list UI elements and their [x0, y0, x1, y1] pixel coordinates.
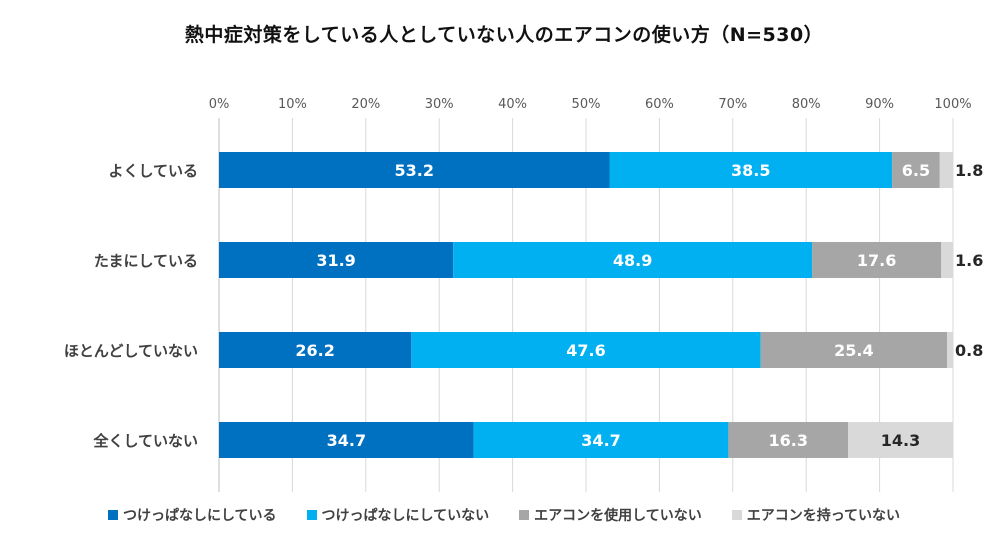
legend-item: エアコンを使用していない	[519, 505, 702, 525]
x-tick-label: 60%	[645, 97, 674, 112]
data-label: 48.9	[613, 251, 652, 270]
data-label: 26.2	[295, 341, 334, 360]
x-tick-label: 80%	[792, 97, 821, 112]
category-label: よくしている	[108, 162, 198, 180]
x-tick-label: 20%	[351, 97, 380, 112]
x-tick-label: 100%	[934, 97, 971, 112]
legend: つけっぱなしにしている つけっぱなしにしていない エアコンを使用していない エアコンを…	[0, 505, 1008, 525]
bar-segment	[219, 152, 610, 188]
legend-label: エアコンを使用していない	[534, 508, 702, 524]
data-label: 16.3	[768, 431, 807, 450]
bars: 53.2 38.5 6.5 1.8 31.9 48.9 17.6 1.6 26.2 47.6 25.…	[219, 152, 983, 458]
data-label: 1.6	[955, 251, 983, 270]
bar-segment	[219, 332, 412, 368]
data-label: 47.6	[566, 341, 605, 360]
x-tick-label: 70%	[718, 97, 747, 112]
data-label: 25.4	[834, 341, 873, 360]
data-label: 53.2	[395, 161, 434, 180]
bar-segment	[219, 242, 454, 278]
x-axis-ticks: 0% 10% 20% 30% 40% 50% 60% 70% 80% 90% 100%	[209, 97, 972, 112]
category-label: たまにしている	[94, 252, 198, 270]
legend-item: つけっぱなしにしていない	[306, 505, 490, 525]
chart-title: 熱中症対策をしている人としていない人のエアコンの使い方（N=530）	[184, 24, 824, 46]
bar-segment	[892, 152, 940, 188]
bar-segment	[812, 242, 942, 278]
data-label: 6.5	[902, 161, 930, 180]
bar-segment	[848, 422, 953, 458]
x-tick-label: 40%	[498, 97, 527, 112]
data-label: 31.9	[316, 251, 355, 270]
data-label: 17.6	[857, 251, 896, 270]
x-tick-label: 50%	[572, 97, 601, 112]
category-label: 全くしていない	[92, 432, 198, 450]
bar-segment	[219, 422, 474, 458]
bar-segment	[728, 422, 849, 458]
x-tick-label: 30%	[425, 97, 454, 112]
category-label: ほとんどしていない	[64, 342, 198, 360]
data-label: 0.8	[955, 341, 983, 360]
legend-item: つけっぱなしにしている	[107, 505, 277, 525]
data-label: 38.5	[731, 161, 770, 180]
data-label: 34.7	[581, 431, 620, 450]
legend-label: エアコンを持っていない	[746, 508, 901, 524]
x-tick-label: 0%	[209, 97, 230, 112]
bar-segment	[939, 152, 953, 188]
data-label: 34.7	[327, 431, 366, 450]
bar-segment	[947, 332, 953, 368]
data-label: 1.8	[955, 161, 983, 180]
x-tick-label: 90%	[865, 97, 894, 112]
bar-segment	[473, 422, 729, 458]
legend-swatch	[306, 510, 317, 520]
bar-segment	[411, 332, 761, 368]
bar-segment	[453, 242, 813, 278]
bar-segment	[609, 152, 893, 188]
legend-item: エアコンを持っていない	[731, 505, 901, 525]
legend-label: つけっぱなしにしている	[122, 508, 277, 524]
stacked-bar-chart: 0% 10% 20% 30% 40% 50% 60% 70% 80% 90% 100% 53.2 38…	[64, 97, 983, 492]
legend-label: つけっぱなしにしていない	[321, 508, 490, 524]
legend-swatch	[107, 510, 118, 520]
bar-segment	[760, 332, 948, 368]
x-tick-label: 10%	[278, 97, 307, 112]
legend-swatch	[731, 510, 742, 520]
legend-swatch	[519, 510, 530, 520]
data-label: 14.3	[881, 431, 920, 450]
bar-segment	[941, 242, 953, 278]
